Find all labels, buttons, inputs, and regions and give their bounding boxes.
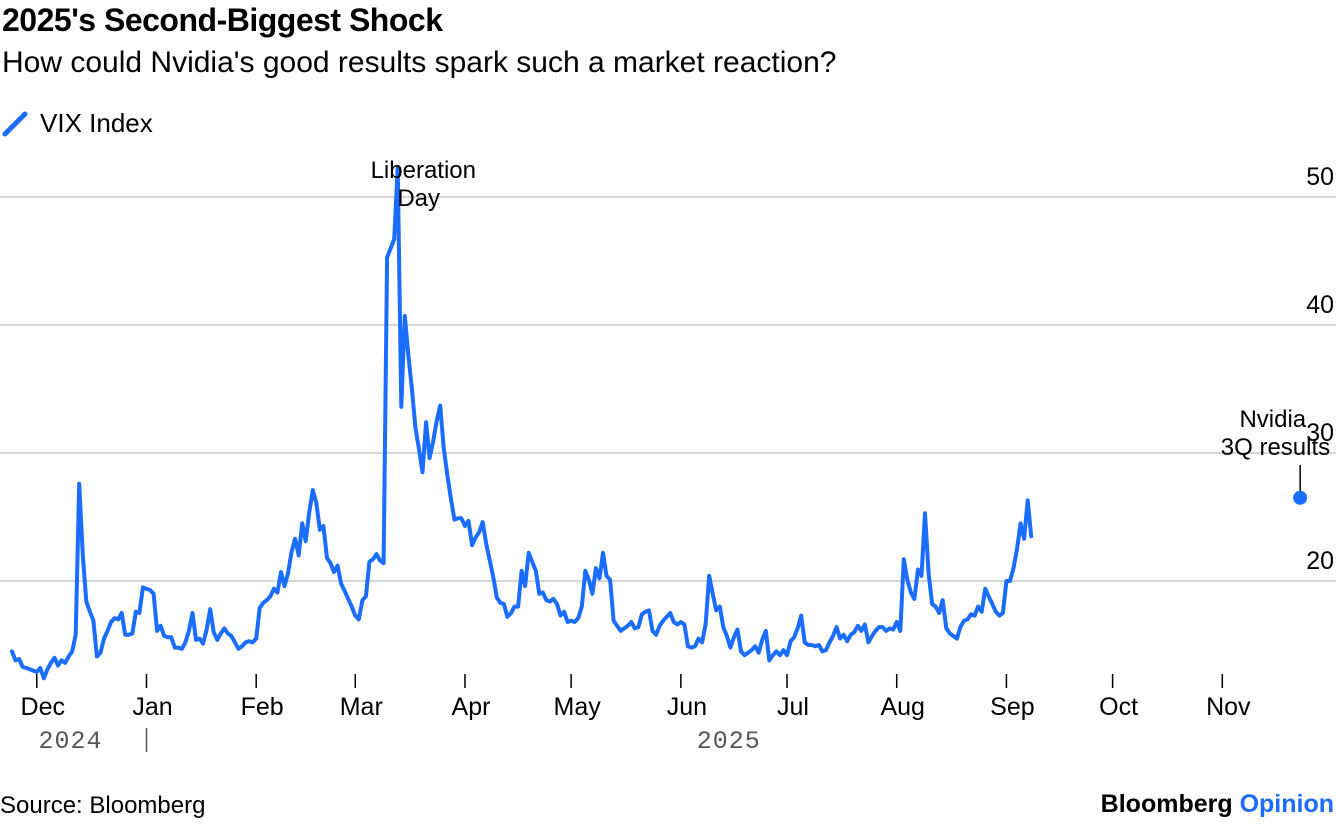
y-tick-label: 20 [1306,547,1334,575]
x-tick-label: Aug [880,693,924,721]
annotation-liberation-day: Day [397,185,440,212]
y-tick-label: 50 [1306,163,1334,191]
series-group [10,165,1034,681]
x-tick-label: Sep [990,693,1034,721]
y-tick-label: 40 [1306,291,1334,319]
annotation-liberation-day: Liberation [371,157,476,184]
brand-name: Bloomberg [1100,790,1233,818]
legend: VIX Index [2,108,153,139]
x-tick-label: May [554,693,602,721]
legend-label: VIX Index [40,108,153,138]
y-axis: 20 30 40 50 [1306,163,1334,575]
x-tick-label: Mar [340,693,383,721]
x-tick-label: Feb [241,693,284,721]
chart-subtitle: How could Nvidia's good results spark su… [2,46,837,79]
x-tick-label: Apr [452,693,491,721]
annotation-nvidia: 3Q results [1221,434,1330,461]
brand-logo: Bloomberg Opinion [1101,790,1334,819]
year-label: 2024 [38,727,102,756]
x-axis: Dec Jan Feb Mar Apr May Jun Jul Aug Sep Oct Nov 2024… [21,674,1251,756]
x-tick-label: Oct [1099,693,1138,721]
nvidia-marker-dot [1293,490,1308,505]
x-tick-label: Jul [777,693,809,721]
brand-section: Opinion [1239,790,1334,818]
series-line-vix [10,165,1034,681]
source-note: Source: Bloomberg [0,792,206,819]
legend-line-icon [2,111,28,136]
chart-title: 2025's Second-Biggest Shock [2,2,443,38]
x-tick-label: Jan [132,693,172,721]
year-label: 2025 [697,727,761,756]
x-tick-label: Nov [1206,693,1251,721]
x-tick-label: Dec [21,693,65,721]
y-tick-label: 30 [1306,419,1334,447]
x-tick-label: Jun [667,693,707,721]
gridlines [0,196,1336,582]
annotation-nvidia: Nvidia [1239,406,1306,433]
